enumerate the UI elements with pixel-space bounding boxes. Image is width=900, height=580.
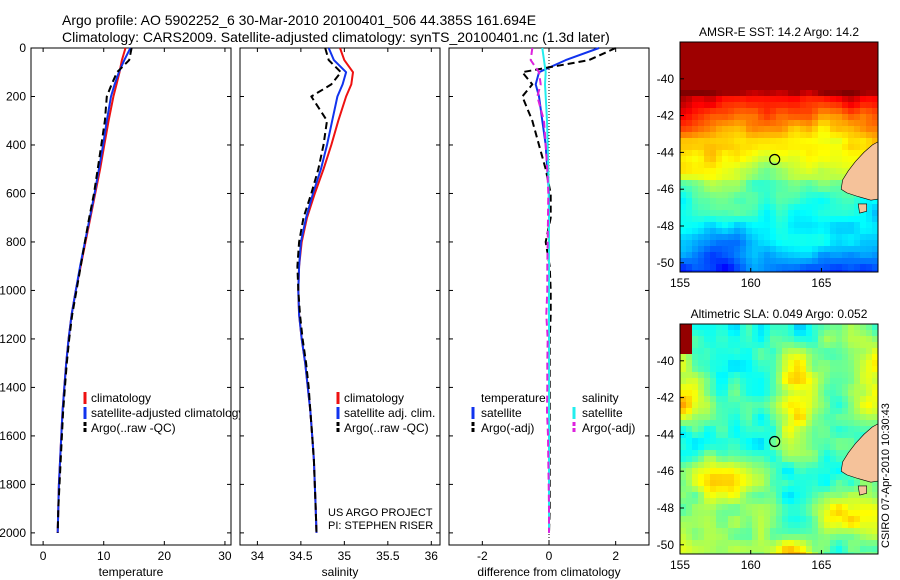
figure-title-line2: Climatology: CARS2009. Satellite-adjuste… [62,29,610,45]
map-ytick-label: -50 [657,538,675,552]
ytick-label: 200 [6,89,26,103]
legend-entry: satellite-adjusted climatology [91,406,244,420]
panel-difference: -2 0 2 difference from climatology temperatu… [448,47,650,579]
timestamp-label: CSIRO 07-Apr-2010 10:30:43 [880,403,892,548]
ytick-label: 1800 [0,477,26,491]
xtick-label: 35 [338,549,352,563]
xtick-label: 34.5 [289,549,313,563]
xtick-label: 10 [97,549,111,563]
map-ytick-label: -48 [657,219,675,233]
credit-pi: PI: STEPHEN RISER [328,520,434,532]
panel-temperature-frame [30,47,232,546]
panel-salinity: 34 34.5 35 35.5 36 salinity climatologysatelli… [239,47,441,579]
legend-entry: Argo(..raw -QC) [344,421,429,435]
ytick-label: 1400 [0,380,26,394]
series-line-argo-raw-qc- [296,47,342,533]
ytick-label: 600 [6,186,26,200]
map-ytick-label: -50 [657,256,675,270]
xtick-label: -2 [477,549,488,563]
xtick-label: 0 [40,549,47,563]
xaxis-label: temperature [99,565,164,579]
ytick-label: 1200 [0,332,26,346]
map-ytick-label: -42 [657,109,675,123]
map-title: AMSR-E SST: 14.2 Argo: 14.2 [699,25,859,39]
series-line-satellite-adj-clim- [297,47,348,533]
ytick-label: 0 [19,41,26,55]
panel-temperature: 0 10 20 30 0 200 400 600 800 1000 1200 1400 1600 1800… [0,41,244,579]
map-ytick-label: -44 [657,145,675,159]
ytick-label: 2000 [0,526,26,540]
map-ytick-label: -44 [657,427,675,441]
map-ytick-label: -46 [657,182,675,196]
legend-entry: climatology [344,391,404,405]
ytick-label: 1000 [0,283,26,297]
xaxis-label: difference from climatology [477,565,620,579]
legend-entry: climatology [91,391,151,405]
map-xtick-label: 165 [811,558,831,572]
xtick-label: 35.5 [376,549,400,563]
float-position-marker [769,435,781,448]
series-line-satellite-adjusted-climatology [56,47,132,533]
land-island [857,203,868,214]
legend-header-temperature: temperature [481,391,546,405]
map-xtick-label: 155 [670,558,690,572]
legend-entry: Argo(-adj) [481,421,534,435]
map-frame [679,323,879,555]
map-xtick-label: 165 [811,276,831,290]
map-ytick-label: -40 [657,354,675,368]
legend-entry: Argo(-adj) [582,421,635,435]
xtick-label: 20 [158,549,172,563]
legend-entry: satellite [481,406,522,420]
map-xtick-label: 160 [741,558,761,572]
series-line-salinity-argo-adj- [529,47,550,533]
map-title: Altimetric SLA: 0.049 Argo: 0.052 [691,307,868,321]
figure-title-line1: Argo profile: AO 5902252_6 30-Mar-2010 2… [62,12,537,28]
ytick-label: 400 [6,138,26,152]
map-ytick-label: -40 [657,72,675,86]
xtick-label: 36 [425,549,439,563]
land-mass [840,141,878,201]
map-ytick-label: -46 [657,464,675,478]
map-xtick-label: 160 [741,276,761,290]
xtick-label: 30 [218,549,232,563]
legend-entry: satellite [582,406,623,420]
ytick-label: 1600 [0,429,26,443]
map-field [680,324,878,554]
map-frame [679,41,879,273]
panel-salinity-frame [239,47,441,546]
legend-entry: Argo(..raw -QC) [91,421,176,435]
xtick-label: 2 [612,549,619,563]
xtick-label: 34 [251,549,265,563]
legend-entry: satellite adj. clim. [344,406,435,420]
map-xtick-label: 155 [670,276,690,290]
land-island [857,485,868,496]
map-ytick-label: -48 [657,501,675,515]
xaxis-label: salinity [322,565,359,579]
land-mass [840,423,878,483]
xtick-label: 0 [546,549,553,563]
legend-header-salinity: salinity [582,391,619,405]
credit-project: US ARGO PROJECT [328,507,433,519]
map-sst_map: AMSR-E SST: 14.2 Argo: 14.2 155 160 165 -40 -… [657,25,879,290]
ytick-label: 800 [6,235,26,249]
float-position-marker [769,153,781,166]
map-sla_map: Altimetric SLA: 0.049 Argo: 0.052 155 160 1… [657,307,879,572]
map-field [680,42,878,272]
map-ytick-label: -42 [657,391,675,405]
